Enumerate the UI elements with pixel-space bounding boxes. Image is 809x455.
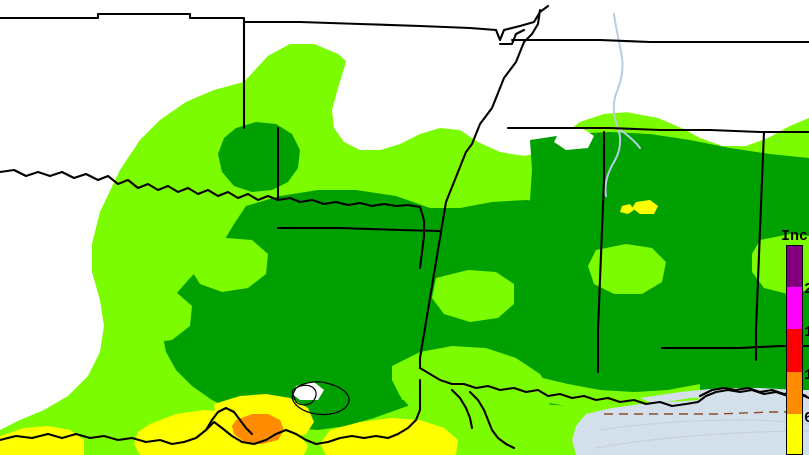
legend-band-yellow [787,414,802,454]
legend-tick-3: 6 [804,410,809,427]
legend-tick-1: 1 [804,324,809,341]
legend-tick-2: 1 [804,367,809,384]
legend: Inc 2 1 1 6 [781,228,809,455]
legend-tick-0: 2 [804,281,809,298]
maritime-boundary [604,411,800,415]
legend-color-bar [786,245,803,455]
legend-band-red [787,329,802,372]
legend-band-magenta [787,286,802,330]
rivers [604,13,641,197]
legend-band-purple [787,246,802,287]
legend-band-orange [787,371,802,415]
legend-title: Inc [781,228,809,245]
gulf-of-mexico-water [572,388,809,455]
